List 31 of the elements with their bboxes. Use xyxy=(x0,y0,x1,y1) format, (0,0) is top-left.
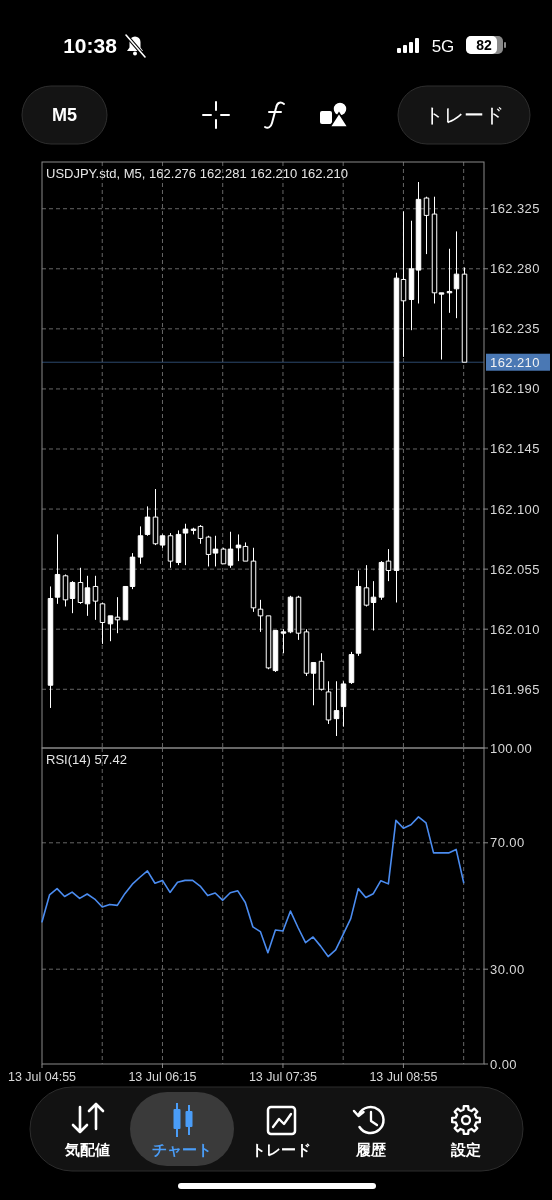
y-tick-label: 30.00 xyxy=(490,961,525,977)
chart-title: RSI(14) 57.42 xyxy=(46,752,127,767)
y-tick-label: 162.010 xyxy=(490,621,540,637)
y-tick-label: 162.235 xyxy=(490,321,540,337)
y-tick-label: 0.00 xyxy=(490,1056,517,1072)
text: 82 xyxy=(476,37,492,53)
y-tick-label: 162.280 xyxy=(490,261,540,277)
y-tick-label: 100.00 xyxy=(490,740,533,756)
text: トレード xyxy=(424,104,504,126)
text: 5G xyxy=(431,37,455,56)
y-tick-label: 162.145 xyxy=(490,441,540,457)
text: トレード xyxy=(251,1141,311,1158)
x-tick-label: 13 Jul 08:55 xyxy=(369,1070,438,1084)
chart-title: USDJPY.std, M5, 162.276 162.281 162.210 162.210 xyxy=(46,166,348,181)
y-tick-label: 162.190 xyxy=(490,381,540,397)
text: M5 xyxy=(51,105,78,125)
text: 気配値 xyxy=(63,1141,110,1158)
y-tick-label: 162.325 xyxy=(490,201,540,217)
x-tick-label: 13 Jul 07:35 xyxy=(248,1070,318,1084)
text: 10:38 xyxy=(63,34,118,57)
x-tick-label: 13 Jul 04:55 xyxy=(7,1070,77,1084)
y-tick-label: 161.965 xyxy=(490,681,540,697)
y-tick-label: 162.100 xyxy=(490,501,540,517)
x-tick-label: 13 Jul 06:15 xyxy=(128,1070,197,1084)
y-tick-label: 162.055 xyxy=(490,561,540,577)
line-series xyxy=(41,816,465,958)
ref-line-label: 162.210 xyxy=(490,354,540,370)
y-tick-label: 70.00 xyxy=(490,835,525,851)
text: 履歴 xyxy=(355,1141,387,1158)
text: 設定 xyxy=(450,1141,481,1158)
text: チャート xyxy=(152,1141,212,1158)
